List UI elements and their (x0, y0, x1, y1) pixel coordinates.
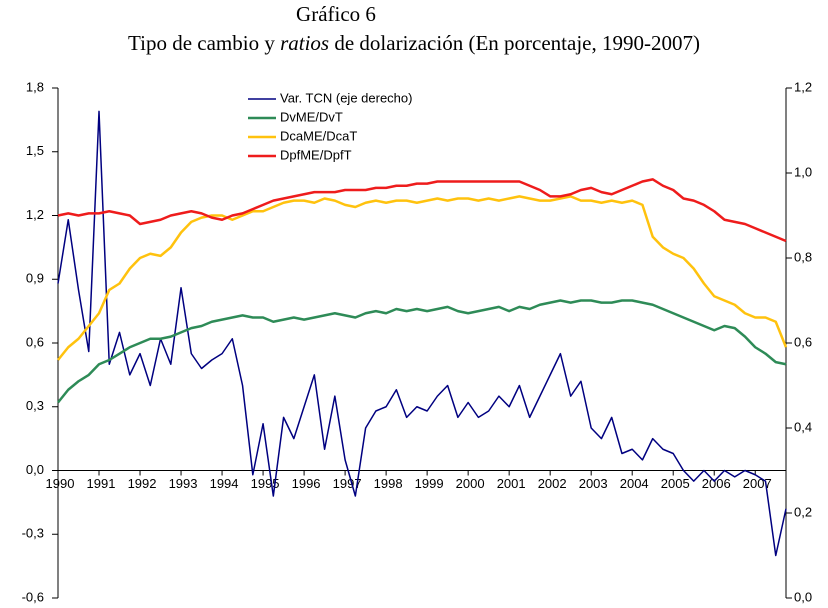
series-line (57, 178, 787, 243)
subtitle-part: Tipo de cambio y (128, 31, 280, 55)
series-line (57, 110, 787, 557)
legend-label: DcaME/DcaT (280, 128, 357, 143)
y-tick-label: 1,2 (26, 207, 44, 222)
x-tick-label: 2004 (620, 476, 649, 491)
x-tick-label: 1996 (292, 476, 321, 491)
chart-title: Gráfico 6 (296, 2, 376, 26)
y-tick-label: 0,3 (26, 398, 44, 413)
y-tick-label: 0,6 (26, 334, 44, 349)
x-tick-label: 1993 (169, 476, 198, 491)
x-tick-label: 2003 (579, 476, 608, 491)
y-tick-label: 0,9 (26, 271, 44, 286)
x-tick-label: 1998 (374, 476, 403, 491)
y-tick-label: 1,8 (26, 79, 44, 94)
y2-tick-label: 1,2 (794, 79, 812, 94)
y2-tick-label: 0,4 (794, 419, 812, 434)
x-tick-label: 2001 (497, 476, 526, 491)
x-tick-label: 1997 (333, 476, 362, 491)
y2-tick-label: 1,0 (794, 164, 812, 179)
x-tick-label: 2006 (702, 476, 731, 491)
y-tick-label: -0,3 (22, 526, 44, 541)
y-tick-label: -0,6 (22, 589, 44, 604)
y-tick-label: 0,0 (26, 462, 44, 477)
chart-subtitle: Tipo de cambio y ratios de dolarización … (128, 31, 700, 55)
x-tick-label: 2005 (661, 476, 690, 491)
x-tick-label: 1992 (128, 476, 157, 491)
legend-label: DpfME/DpfT (280, 147, 352, 162)
x-tick-label: 1991 (87, 476, 116, 491)
series-line (57, 195, 788, 361)
x-tick-label: 1999 (415, 476, 444, 491)
x-tick-label: 1994 (210, 476, 239, 491)
series-line (57, 299, 787, 404)
x-tick-label: 1990 (46, 476, 75, 491)
subtitle-part: ratios (280, 31, 329, 55)
y-tick-label: 1,5 (26, 143, 44, 158)
y2-tick-label: 0,6 (794, 334, 812, 349)
x-tick-label: 2002 (538, 476, 567, 491)
x-tick-label: 2007 (743, 476, 772, 491)
y2-tick-label: 0,8 (794, 249, 812, 264)
y2-tick-label: 0,0 (794, 589, 812, 604)
subtitle-part: de dolarización (En porcentaje, 1990-200… (329, 31, 700, 55)
legend-label: Var. TCN (eje derecho) (280, 90, 412, 105)
x-tick-label: 2000 (456, 476, 485, 491)
legend-label: DvME/DvT (280, 109, 343, 124)
y2-tick-label: 0,2 (794, 504, 812, 519)
